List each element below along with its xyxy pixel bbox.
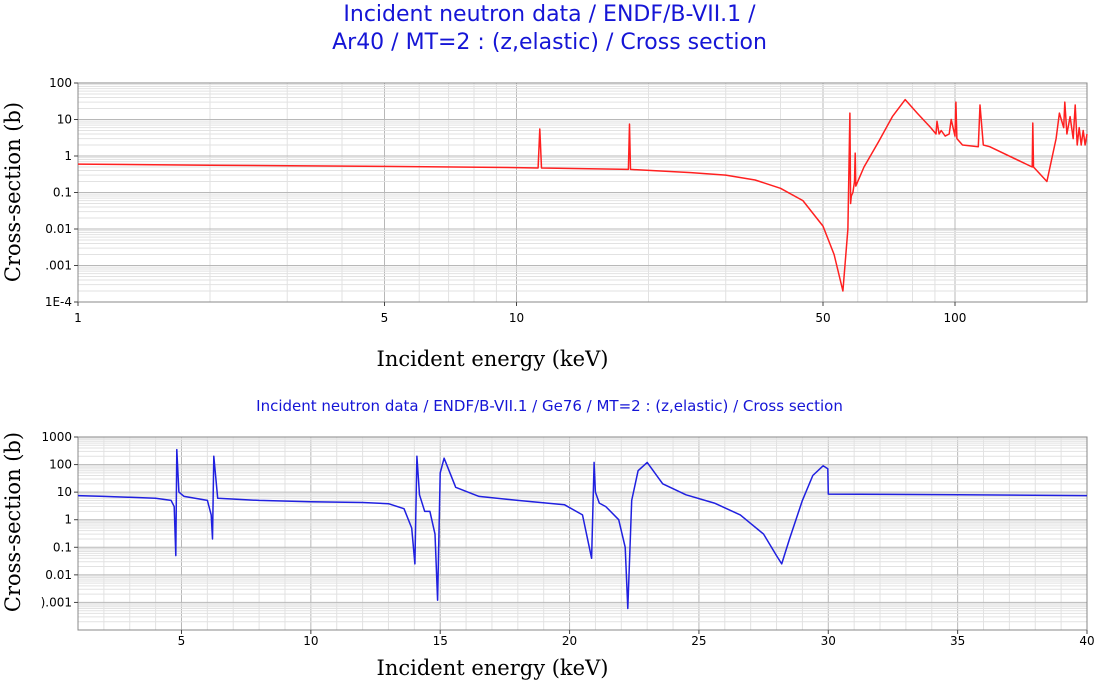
x-axis-label: Incident energy (keV) <box>377 347 609 371</box>
data-series-line <box>77 98 1088 292</box>
x-tick-label: 20 <box>562 634 577 648</box>
x-axis-label: Incident energy (keV) <box>377 656 609 680</box>
y-tick-label: 0.1 <box>53 540 72 554</box>
x-tick-label: 10 <box>303 634 318 648</box>
x-tick-label: 100 <box>944 311 967 325</box>
x-tick-label: 35 <box>950 634 965 648</box>
chart-title-bottom: Incident neutron data / ENDF/B-VII.1 / G… <box>256 397 843 415</box>
y-axis-label: Cross-section (b) <box>1 432 25 612</box>
y-tick-label: 1000 <box>41 430 72 444</box>
x-tick-label: 5 <box>381 311 389 325</box>
y-axis-label: Cross-section (b) <box>1 102 25 282</box>
y-tick-label: 100 <box>49 76 72 90</box>
x-tick-label: 15 <box>433 634 448 648</box>
x-tick-label: 5 <box>178 634 186 648</box>
y-tick-label: 100 <box>49 458 72 472</box>
y-tick-label: 10 <box>57 485 72 499</box>
plot-top: 1 5 10 50 100 1E-4 .001 0.01 0.1 1 10 100 Incident e… <box>1 76 1088 371</box>
y-tick-label: 0.01 <box>45 222 72 236</box>
y-tick-label: 1 <box>64 149 72 163</box>
y-tick-label: 1E-4 <box>45 295 72 309</box>
y-tick-label: .001 <box>45 259 72 273</box>
plot-bottom: 5 10 15 20 25 30 35 40 ).001 0.01 0.1 1 10 100 1000 Inc… <box>1 430 1095 680</box>
x-tick-label: 1 <box>74 311 82 325</box>
x-tick-label: 25 <box>691 634 706 648</box>
y-tick-label: 0.1 <box>53 186 72 200</box>
y-tick-label: ).001 <box>41 595 72 609</box>
chart-title-top-line2: Ar40 / MT=2 : (z,elastic) / Cross sectio… <box>332 30 767 55</box>
x-tick-label: 30 <box>821 634 836 648</box>
x-tick-label: 10 <box>509 311 524 325</box>
x-tick-label: 50 <box>815 311 830 325</box>
plot-frame <box>77 436 1088 631</box>
x-tick-label: 40 <box>1079 634 1094 648</box>
chart-title-top-line1: Incident neutron data / ENDF/B-VII.1 / <box>343 2 756 27</box>
y-tick-label: 0.01 <box>45 568 72 582</box>
y-tick-label: 10 <box>57 113 72 127</box>
y-tick-label: 1 <box>64 513 72 527</box>
data-series-line <box>77 448 1088 610</box>
